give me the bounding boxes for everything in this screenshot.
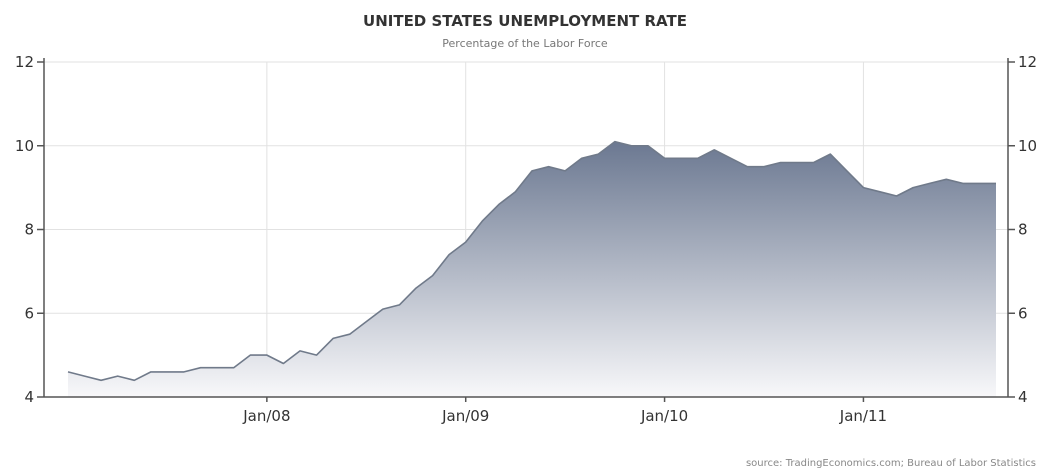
y-tick-label-right: 12: [1018, 53, 1037, 71]
x-tick-label: Jan/11: [839, 407, 887, 425]
x-tick-label: Jan/09: [441, 407, 489, 425]
series-line: [67, 140, 996, 382]
series-area: [68, 141, 996, 397]
y-tick-label-left: 4: [24, 388, 34, 406]
y-tick-label-right: 6: [1018, 304, 1028, 322]
y-tick-label-left: 8: [24, 221, 34, 239]
chart-subtitle: Percentage of the Labor Force: [442, 37, 608, 50]
x-tick-label: Jan/10: [640, 407, 688, 425]
chart-source: source: TradingEconomics.com; Bureau of …: [746, 458, 1036, 469]
area-layer: [67, 140, 996, 397]
y-tick-label-right: 10: [1018, 137, 1037, 155]
y-tick-label-left: 10: [15, 137, 34, 155]
y-tick-label-left: 12: [15, 53, 34, 71]
axis-layer: [37, 58, 1015, 402]
y-tick-label-right: 4: [1018, 388, 1028, 406]
tick-label-layer: 4 4 6 6 8 8 10 10 12 12 Jan/08 Jan/09 Jan/10 Jan/11: [15, 53, 1037, 425]
y-tick-label-right: 8: [1018, 221, 1028, 239]
x-tick-label: Jan/08: [242, 407, 290, 425]
chart-title: UNITED STATES UNEMPLOYMENT RATE: [363, 12, 687, 30]
y-tick-label-left: 6: [24, 304, 34, 322]
